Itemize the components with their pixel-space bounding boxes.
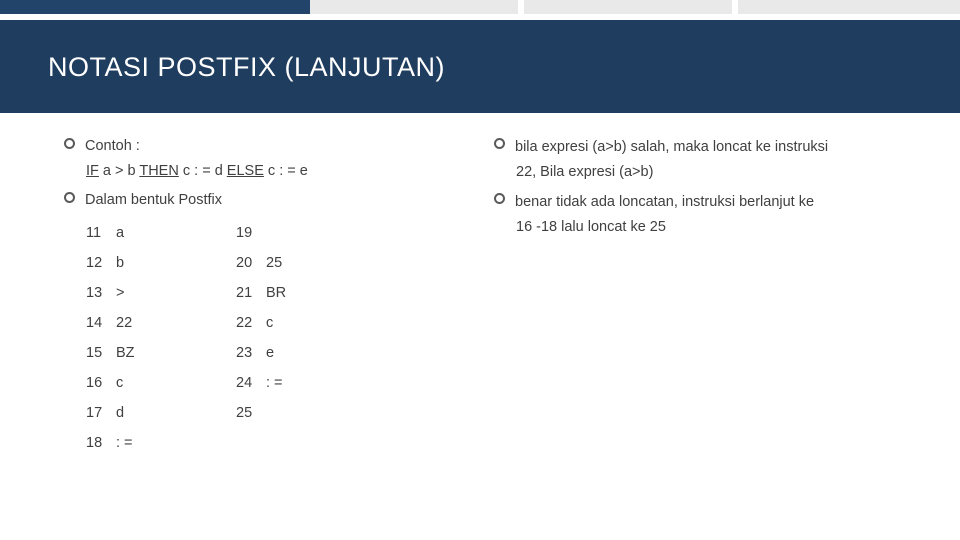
cell: c: [116, 368, 236, 398]
cell: c: [266, 308, 326, 338]
code-seg: c : = d: [179, 163, 227, 179]
bullet-contoh: Contoh :: [64, 135, 494, 157]
code-seg: c : = e: [264, 163, 308, 179]
col-a-num: 11 12 13 14 15 16 17 18: [86, 218, 116, 458]
bullet-cont: 16 -18 lalu loncat ke 25: [516, 215, 912, 240]
cell: 15: [86, 338, 116, 368]
cell: 25: [236, 398, 266, 428]
cell: 22: [236, 308, 266, 338]
cell: [266, 218, 326, 248]
content-area: Contoh : IF a > b THEN c : = d ELSE c : …: [0, 113, 960, 458]
cell: >: [116, 278, 236, 308]
col-b-val: 25 BR c e : =: [266, 218, 326, 458]
bullet-explain-2: benar tidak ada loncatan, instruksi berl…: [494, 190, 912, 215]
cell: BZ: [116, 338, 236, 368]
top-accent-strip: [0, 0, 960, 14]
cell: : =: [116, 428, 236, 458]
bullet-dalam: Dalam bentuk Postfix: [64, 189, 494, 211]
bullet-explain-1: bila expresi (a>b) salah, maka loncat ke…: [494, 135, 912, 160]
cell: [266, 398, 326, 428]
cell: 16: [86, 368, 116, 398]
bullet-marker-icon: [64, 138, 75, 149]
postfix-table: 11 12 13 14 15 16 17 18 a b > 22 B: [86, 218, 494, 458]
cell: 23: [236, 338, 266, 368]
cell: BR: [266, 278, 326, 308]
cell: 12: [86, 248, 116, 278]
cell: 19: [236, 218, 266, 248]
cell: 24: [236, 368, 266, 398]
cell: 13: [86, 278, 116, 308]
bullet-marker-icon: [64, 192, 75, 203]
cell: 22: [116, 308, 236, 338]
cell: 25: [266, 248, 326, 278]
kw-else: ELSE: [227, 163, 264, 179]
bullet-text: Contoh :: [85, 135, 140, 157]
bullet-marker-icon: [494, 138, 505, 149]
table-grid: 11 12 13 14 15 16 17 18 a b > 22 B: [86, 218, 494, 458]
if-statement: IF a > b THEN c : = d ELSE c : = e: [86, 163, 494, 179]
cell: d: [116, 398, 236, 428]
bullet-text: benar tidak ada loncatan, instruksi berl…: [515, 190, 814, 215]
cell: 18: [86, 428, 116, 458]
bullet-text: bila expresi (a>b) salah, maka loncat ke…: [515, 135, 828, 160]
col-a-val: a b > 22 BZ c d : =: [116, 218, 236, 458]
bullet-text: Dalam bentuk Postfix: [85, 189, 222, 211]
cell: : =: [266, 368, 326, 398]
cell: b: [116, 248, 236, 278]
right-column: bila expresi (a>b) salah, maka loncat ke…: [494, 135, 912, 458]
slide-title: NOTASI POSTFIX (LANJUTAN): [48, 52, 912, 83]
slide: NOTASI POSTFIX (LANJUTAN) Contoh : IF a …: [0, 0, 960, 540]
kw-if: IF: [86, 163, 99, 179]
accent-block: [0, 0, 310, 14]
title-band: NOTASI POSTFIX (LANJUTAN): [0, 20, 960, 113]
bullet-marker-icon: [494, 193, 505, 204]
left-column: Contoh : IF a > b THEN c : = d ELSE c : …: [64, 135, 494, 458]
kw-then: THEN: [139, 163, 178, 179]
accent-strip-gray: [310, 0, 960, 14]
cell: e: [266, 338, 326, 368]
cell: 14: [86, 308, 116, 338]
cell: a: [116, 218, 236, 248]
cell: 11: [86, 218, 116, 248]
cell: 17: [86, 398, 116, 428]
bullet-cont: 22, Bila expresi (a>b): [516, 160, 912, 185]
cell: 21: [236, 278, 266, 308]
code-seg: a > b: [99, 163, 139, 179]
col-b-num: 19 20 21 22 23 24 25: [236, 218, 266, 458]
cell: 20: [236, 248, 266, 278]
